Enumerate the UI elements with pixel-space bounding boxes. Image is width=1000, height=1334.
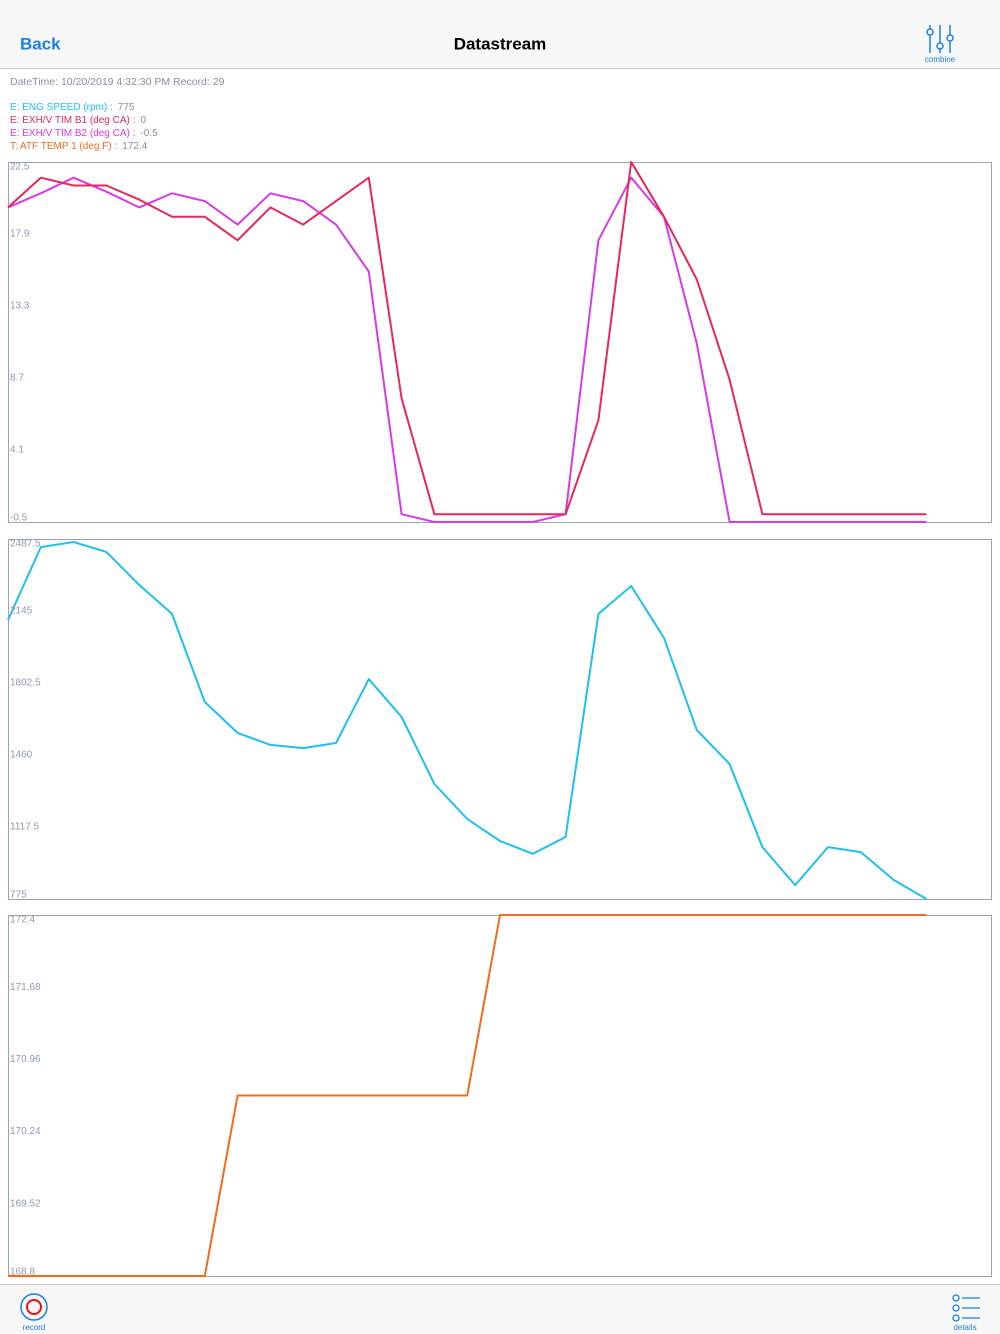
plot-frame bbox=[8, 539, 992, 900]
nav-bar bbox=[0, 0, 1000, 68]
reading-label: E: EXH/V TIM B2 (deg CA) : bbox=[10, 128, 135, 139]
plot-frame bbox=[8, 162, 992, 523]
reading-value: -0.5 bbox=[140, 128, 158, 139]
y-tick-label: 2487.5 bbox=[10, 539, 41, 550]
combine-label[interactable]: combine bbox=[925, 55, 956, 64]
readings: E: ENG SPEED (rpm) : 775 E: EXH/V TIM B1 (… bbox=[10, 102, 158, 152]
y-tick-label: 8.7 bbox=[10, 373, 24, 384]
y-tick-label: 4.1 bbox=[10, 445, 24, 456]
series-line bbox=[8, 914, 927, 1277]
record-label[interactable]: record bbox=[23, 1323, 46, 1332]
y-tick-label: 171.68 bbox=[10, 982, 41, 993]
series-line bbox=[7, 176, 927, 523]
nav-title: Datastream bbox=[454, 34, 547, 53]
series-line bbox=[7, 161, 927, 516]
y-tick-label: 1117.5 bbox=[10, 822, 40, 833]
reading-value: 775 bbox=[118, 102, 135, 113]
details-icon[interactable] bbox=[952, 1294, 980, 1322]
y-tick-label: 172.4 bbox=[10, 915, 35, 926]
plot-frame bbox=[8, 915, 992, 1277]
reading-label: E: EXH/V TIM B1 (deg CA) : bbox=[10, 115, 135, 126]
reading-value: 0 bbox=[140, 115, 146, 126]
datetime: DateTime: 10/20/2019 4:32:30 PM Record: … bbox=[10, 76, 225, 88]
back-button[interactable]: Back bbox=[20, 34, 61, 53]
details-label[interactable]: details bbox=[953, 1323, 976, 1332]
reading-label: E: ENG SPEED (rpm) : bbox=[10, 102, 113, 113]
y-tick-label: 169.52 bbox=[10, 1198, 41, 1209]
y-tick-label: 775 bbox=[10, 890, 27, 901]
reading: E: ENG SPEED (rpm) : 775 bbox=[10, 102, 135, 113]
combine-icon[interactable] bbox=[926, 25, 954, 53]
y-tick-label: 170.24 bbox=[10, 1126, 41, 1137]
tool-bar bbox=[0, 1284, 1000, 1334]
y-tick-label: 170.96 bbox=[10, 1054, 41, 1065]
record-icon[interactable] bbox=[20, 1293, 48, 1321]
reading-label: T: ATF TEMP 1 (deg F) : bbox=[10, 141, 117, 152]
reading: E: EXH/V TIM B2 (deg CA) : -0.5 bbox=[10, 128, 158, 139]
charts: 22.5 17.9 13.3 8.7 4.1 -0.5 2487.5 2145 1802.5 14… bbox=[7, 161, 992, 1278]
y-tick-label: 13.3 bbox=[10, 301, 30, 312]
reading-value: 172.4 bbox=[122, 141, 147, 152]
reading: E: EXH/V TIM B1 (deg CA) : 0 bbox=[10, 115, 146, 126]
y-tick-label: 1460 bbox=[10, 750, 33, 761]
y-tick-label: 168.8 bbox=[10, 1267, 35, 1278]
y-tick-label: 2145 bbox=[10, 606, 33, 617]
y-tick-label: -0.5 bbox=[10, 513, 28, 524]
y-tick-label: 1802.5 bbox=[10, 678, 41, 689]
y-tick-label: 17.9 bbox=[10, 229, 30, 240]
reading: T: ATF TEMP 1 (deg F) : 172.4 bbox=[10, 141, 148, 152]
series-line bbox=[7, 541, 927, 900]
y-tick-label: 22.5 bbox=[10, 162, 30, 173]
